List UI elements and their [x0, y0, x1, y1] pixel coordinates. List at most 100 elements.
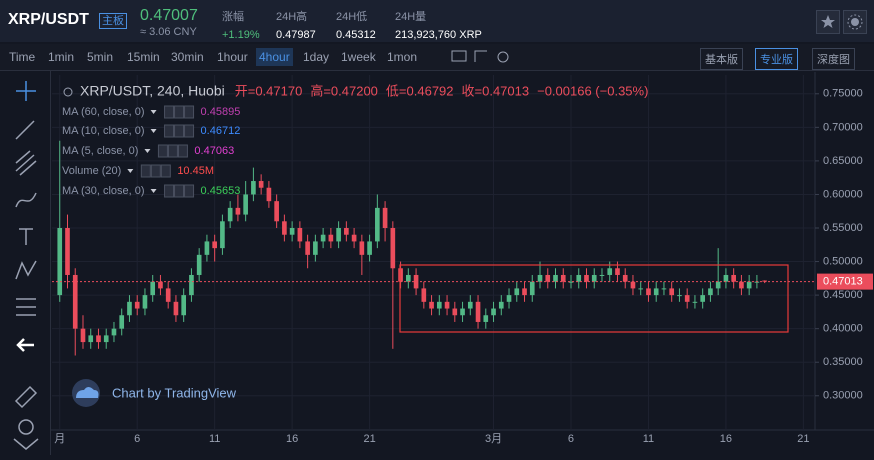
ohlc-value: 低=0.46792: [386, 83, 454, 98]
candle-body: [320, 234, 326, 242]
candle-body: [289, 228, 295, 235]
indicator-menu[interactable]: [127, 169, 134, 173]
indicator-menu[interactable]: [150, 110, 157, 114]
interval-button[interactable]: 5min: [87, 50, 114, 64]
indicator-name[interactable]: MA (30, close, 0): [62, 185, 145, 197]
brush-tool[interactable]: [15, 192, 37, 208]
toolbar-icon[interactable]: [450, 48, 468, 66]
candle-body: [646, 288, 651, 296]
indicator-button[interactable]: [174, 105, 185, 119]
text-tool[interactable]: [19, 228, 33, 245]
stat: 24H低 0.45312: [336, 8, 376, 41]
indicator-button[interactable]: [164, 124, 175, 138]
toolbar-icon[interactable]: [472, 48, 490, 66]
x-tick-label: 6: [568, 433, 574, 445]
indicator-button[interactable]: [184, 184, 195, 198]
candle-body: [165, 288, 171, 302]
candle-body: [754, 281, 760, 283]
collapse-tool[interactable]: [13, 438, 39, 450]
indicator-name[interactable]: MA (60, close, 0): [62, 106, 145, 118]
candle-body: [328, 234, 334, 242]
candle-body: [591, 274, 597, 282]
theme-button[interactable]: [843, 10, 867, 34]
indicator-button[interactable]: [167, 144, 178, 158]
candle-body: [553, 274, 558, 282]
candle-body: [630, 281, 636, 289]
indicator-button[interactable]: [157, 144, 168, 158]
stat-label: 24H高: [276, 11, 308, 23]
interval-button[interactable]: 1min: [48, 50, 75, 64]
candle-body: [506, 295, 512, 302]
trendline-tool[interactable]: [15, 120, 35, 140]
indicator-button[interactable]: [150, 164, 161, 178]
candle-body: [220, 221, 225, 249]
symbol[interactable]: XRP/USDT: [8, 11, 89, 28]
candle-body: [251, 181, 256, 195]
candle-body: [173, 301, 179, 316]
view-button[interactable]: 基本版: [700, 48, 743, 70]
candle-body: [127, 301, 132, 316]
interval-button[interactable]: 1mon: [387, 50, 418, 64]
indicator-button[interactable]: [160, 164, 171, 178]
candle-body: [514, 288, 520, 296]
indicator-button[interactable]: [184, 105, 195, 119]
indicator-button[interactable]: [177, 144, 188, 158]
x-tick-label: 11: [643, 433, 654, 445]
fib-tool[interactable]: [15, 150, 37, 176]
view-button[interactable]: 深度图: [812, 48, 855, 70]
candle-body: [189, 274, 194, 296]
interval-button[interactable]: 30min: [171, 50, 204, 64]
indicator-name[interactable]: MA (5, close, 0): [62, 145, 138, 157]
prediction-tool[interactable]: [16, 298, 36, 316]
view-button[interactable]: 专业版: [755, 48, 798, 70]
interval-button[interactable]: 4hour: [256, 48, 293, 66]
y-tick-label: 0.45000: [823, 289, 863, 301]
interval-button[interactable]: 15min: [127, 50, 160, 64]
candle-body: [382, 207, 388, 229]
interval-button[interactable]: Time: [9, 50, 36, 64]
back-tool[interactable]: [16, 338, 34, 352]
candle-body: [297, 228, 303, 242]
indicator-button[interactable]: [174, 124, 185, 138]
candle-body: [677, 295, 682, 297]
overlay: 0.75000 0.70000 0.65000 0.60000 0.55000 0.500…: [52, 83, 873, 445]
zoom-tool[interactable]: [18, 419, 34, 435]
candle-body: [390, 228, 396, 269]
indicator-button[interactable]: [164, 184, 175, 198]
indicator-menu[interactable]: [150, 189, 157, 193]
candle-body: [266, 187, 272, 202]
indicator-button[interactable]: [174, 184, 185, 198]
x-tick-label: 3月: [485, 433, 502, 445]
indicator-name[interactable]: Volume (20): [62, 165, 121, 177]
y-tick-label: 0.55000: [823, 222, 863, 234]
indicator-name[interactable]: MA (10, close, 0): [62, 125, 145, 137]
indicator-button[interactable]: [184, 124, 195, 138]
watermark: Chart by TradingView: [112, 385, 237, 400]
ruler-tool[interactable]: [14, 385, 38, 409]
chart: 0.75000 0.70000 0.65000 0.60000 0.55000 0.500…: [51, 72, 874, 455]
pattern-tool[interactable]: [15, 260, 37, 280]
candle-body: [731, 274, 736, 282]
toolbar-icon[interactable]: [494, 48, 512, 66]
stat-value: 213,923,760 XRP: [395, 29, 482, 41]
indicator-button[interactable]: [140, 164, 151, 178]
stat-label: 涨幅: [222, 11, 244, 23]
candle-body: [204, 241, 210, 255]
favorite-button[interactable]: [816, 10, 840, 34]
candle-body: [103, 335, 109, 343]
x-tick-label: 16: [286, 433, 298, 445]
indicator-menu[interactable]: [150, 129, 157, 133]
candle-body: [475, 301, 481, 322]
range-box[interactable]: [399, 264, 789, 333]
interval-button[interactable]: 1week: [341, 50, 376, 64]
interval-button[interactable]: 1hour: [217, 50, 248, 64]
interval-button[interactable]: 1day: [303, 50, 330, 64]
indicator-menu[interactable]: [144, 149, 151, 153]
indicator-button[interactable]: [164, 105, 175, 119]
candle-body: [429, 301, 434, 309]
crosshair-tool[interactable]: [16, 81, 36, 101]
indicator-value: 0.46712: [201, 125, 241, 137]
y-tick-label: 0.65000: [823, 155, 863, 167]
candle-body: [498, 301, 504, 309]
candle-body: [615, 268, 620, 275]
